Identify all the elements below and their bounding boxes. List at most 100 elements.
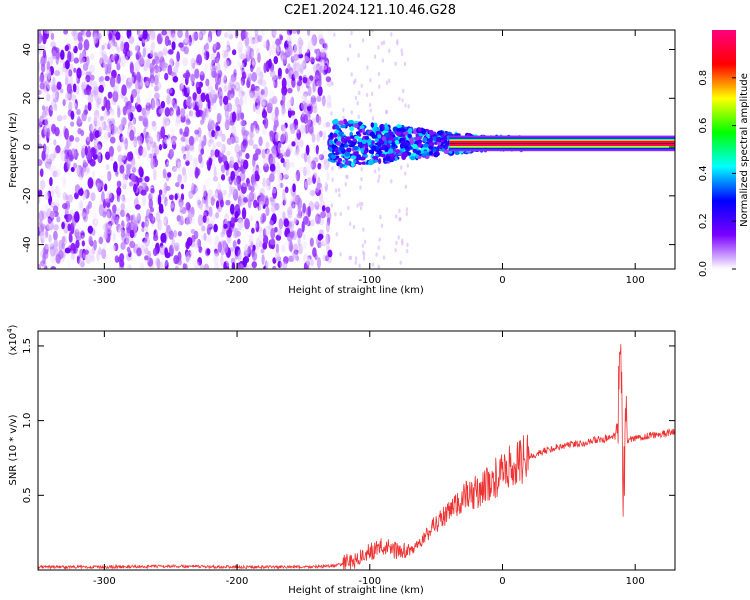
spectrogram-cell (146, 139, 151, 151)
spectrogram-cell (231, 111, 237, 123)
spectrogram-cell (175, 182, 180, 188)
spectrogram-cell (227, 30, 233, 37)
spectrogram-cell (388, 139, 392, 144)
spectrogram-cell (129, 129, 135, 142)
spectrogram-cell (229, 40, 235, 51)
spectrogram-cell (333, 32, 336, 37)
spectrogram-cell (238, 47, 243, 60)
spectrogram-cell (101, 248, 107, 260)
spectrogram-cell (357, 122, 362, 127)
spectrogram-cell (88, 211, 93, 222)
spectrogram-cell (307, 154, 311, 165)
spectrogram-cell (100, 121, 104, 134)
spectrogram-cell (70, 110, 75, 120)
spectrogram-cell (344, 182, 347, 187)
spectrogram-cell (234, 130, 240, 142)
spectrogram-cell (298, 46, 303, 55)
spectrogram-cell (377, 158, 382, 165)
spectrogram-cell (205, 78, 210, 87)
spectrogram-cell (197, 32, 202, 39)
spectrogram-cell (271, 187, 277, 194)
spectrogram-cell (218, 90, 224, 99)
spectrogram-cell (108, 146, 115, 157)
spectrogram-cell (102, 54, 108, 64)
spectrogram-cell (45, 110, 50, 118)
spectrogram-cell (321, 205, 326, 212)
spectrogram-cell (291, 261, 296, 269)
spectrogram-cell (306, 162, 313, 170)
spectrogram-cell (170, 200, 176, 212)
spectrogram-cell (188, 166, 194, 178)
spectrogram-cell (98, 246, 102, 256)
spectrogram-cell (213, 263, 220, 269)
spectrogram-cell (205, 195, 209, 208)
spectrogram-cell (145, 97, 150, 106)
spectrogram-cell (360, 148, 364, 154)
spectrogram-cell (260, 30, 265, 38)
spectrogram-cell (120, 122, 124, 132)
spectrogram-cell (306, 48, 311, 59)
spectrogram-cell (361, 139, 367, 144)
spectrogram-cell (112, 209, 117, 221)
spectrogram-cell (369, 131, 375, 137)
spectrogram-cell (280, 106, 286, 117)
spectrogram-cell (46, 61, 51, 71)
spectrogram-cell (172, 75, 179, 83)
spectrogram-cell (114, 86, 119, 93)
spectrogram-cell (195, 252, 200, 259)
spectrogram-cell (309, 189, 316, 197)
spectrogram-cell (171, 238, 176, 250)
spectrogram-cell (272, 40, 277, 51)
spectrogram-cell (327, 166, 332, 175)
chart-title: C2E1.2024.121.10.46.G28 (284, 3, 456, 18)
spectrogram-cell (371, 145, 378, 152)
spectrogram-cell (176, 115, 182, 123)
spectrogram-cell (216, 62, 221, 74)
spectrogram-cell (203, 232, 207, 241)
spectrogram-cell (120, 209, 126, 218)
spectrogram-cell (203, 64, 209, 73)
spectrogram-cell (70, 42, 76, 50)
spectrogram-cell (252, 222, 258, 229)
spectrogram-cell (38, 148, 42, 159)
spectrogram-cell (121, 84, 127, 96)
spectrogram-cell (80, 230, 85, 240)
spectrogram-cell (256, 104, 261, 110)
spectrogram-cell (268, 97, 274, 108)
spectrogram-cell (221, 49, 226, 59)
spectrogram-cell (247, 72, 253, 82)
spectrogram-cell (177, 30, 183, 39)
spectrogram-cell (315, 144, 320, 155)
spectrogram-cell (125, 235, 131, 245)
spectrogram-cell (71, 30, 76, 37)
spectrogram-cell (202, 215, 207, 223)
spectrogram-cell (176, 97, 182, 105)
spectrogram-cell (65, 92, 69, 102)
spectrogram-cell (98, 84, 104, 93)
spectrogram-cell (335, 151, 340, 156)
spectrogram-cell (233, 65, 239, 74)
spectrogram-cell (289, 97, 294, 105)
spectrogram-cell (326, 189, 330, 195)
spectrogram-cell (393, 136, 399, 140)
spectrogram-cell (290, 96, 294, 107)
spectrogram-cell (302, 76, 308, 84)
spectrogram-cell (311, 133, 316, 143)
spectrogram-cell (338, 193, 341, 198)
spectrogram-cell (397, 235, 400, 240)
spectrogram-cell (203, 44, 210, 52)
spectrogram-cell (245, 88, 250, 98)
spectrogram-cell (77, 198, 82, 209)
spectrogram-cell (401, 98, 404, 103)
spectrogram-cell (229, 203, 235, 215)
spectrogram-cell (243, 255, 250, 264)
spectrogram-cell (89, 131, 94, 142)
spectrogram-cell (233, 162, 239, 171)
spectrogram-cell (220, 164, 226, 174)
spectrogram-cell (91, 207, 97, 219)
spectrogram-cell (364, 135, 370, 140)
spectrogram-cell (134, 196, 139, 206)
spectrogram-cell (212, 180, 217, 188)
spectrogram-cell (371, 116, 375, 121)
spectrogram-cell (373, 54, 377, 59)
